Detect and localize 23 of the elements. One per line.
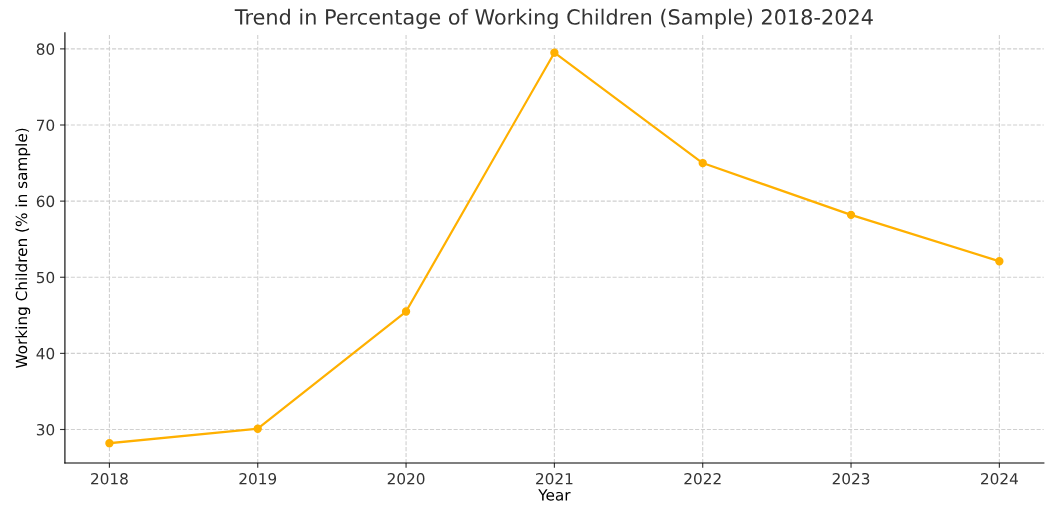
y-tick-label: 40 (36, 347, 55, 360)
point (550, 48, 559, 57)
y-tick-label: 50 (36, 271, 55, 284)
point (105, 439, 114, 448)
x-tick-label: 2021 (536, 472, 573, 485)
x-axis-title: Year (538, 489, 571, 501)
x-tick-label: 2020 (387, 472, 425, 485)
point (698, 158, 707, 168)
x-tick-label: 2019 (239, 472, 277, 485)
y-tick-label: 70 (37, 119, 55, 132)
x-tick-label: 2023 (832, 472, 870, 485)
point (253, 424, 262, 433)
y-tick-label: 60 (36, 195, 55, 208)
y-tick-label: 80 (36, 43, 55, 55)
x-tick-label: 2022 (684, 472, 721, 485)
x-tick-label: 2018 (91, 472, 128, 485)
point (401, 307, 411, 316)
chart-title: Trend in Percentage of Working Children (Sample) 2018-2024 (234, 8, 873, 29)
point (846, 210, 856, 219)
point (995, 257, 1004, 266)
y-axis-title: Working Children (% in sample) (15, 128, 31, 369)
x-tick-label: 2024 (981, 472, 1018, 485)
y-tick-label: 30 (36, 423, 55, 436)
